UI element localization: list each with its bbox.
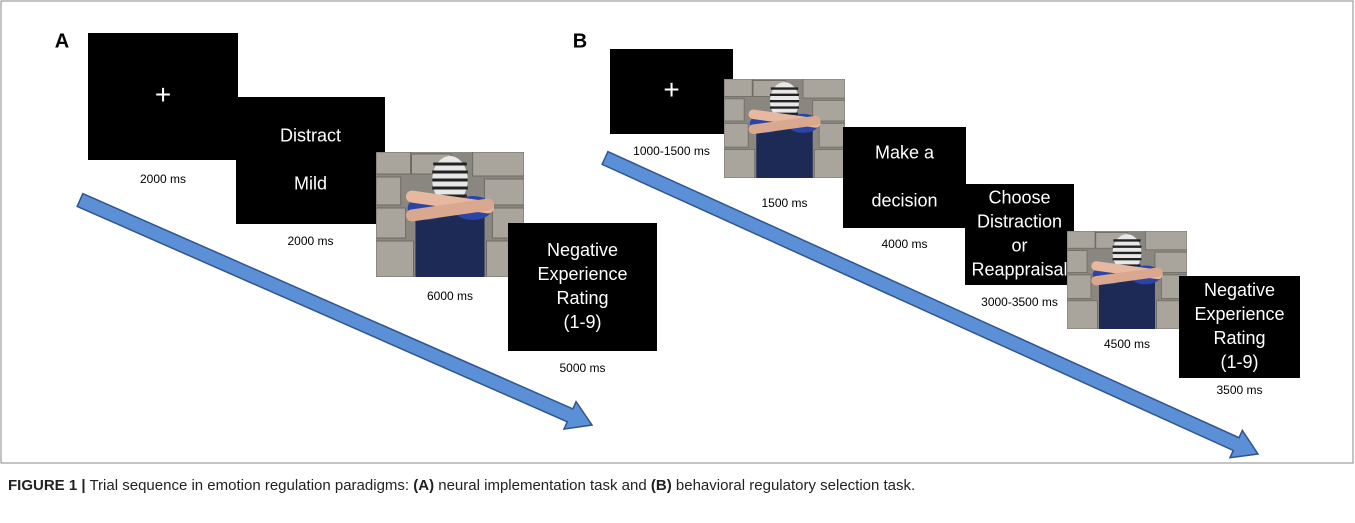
screen-text: (1-9) [563, 312, 601, 332]
caption-text: (B) [651, 477, 672, 494]
page: A +2000 ms Distract Mild 2000 ms 6000 ms Negat… [0, 0, 1355, 523]
duration: 4000 ms [881, 237, 927, 251]
caption-text: behavioral regulatory selection task. [676, 477, 915, 494]
screen-text: + [155, 79, 171, 110]
duration: 2000 ms [140, 172, 186, 186]
caption: FIGURE 1 | Trial sequence in emotion reg… [8, 477, 915, 494]
duration: 2000 ms [287, 234, 333, 248]
screen-text: Distraction [977, 211, 1062, 231]
screen-text: or [1011, 235, 1027, 255]
screen-text: Reappraisal [971, 259, 1067, 279]
screen-text: Rating [556, 288, 608, 308]
screen-text: Mild [294, 173, 327, 193]
panel-label: B [573, 30, 587, 52]
caption-text: Trial sequence in emotion regulation par… [89, 477, 409, 494]
screen-text: Distract [280, 125, 341, 145]
screen-text: Negative [547, 240, 618, 260]
caption-label: FIGURE 1 | [8, 477, 86, 494]
caption-text: neural implementation task and [438, 477, 646, 494]
screen-text: Negative [1204, 280, 1275, 300]
screen [236, 97, 385, 224]
duration: 3500 ms [1216, 383, 1262, 397]
duration: 1000-1500 ms [633, 144, 710, 158]
screen-text: Rating [1213, 328, 1265, 348]
screen-text: decision [871, 190, 937, 210]
stimulus-photo [1067, 231, 1187, 329]
duration: 4500 ms [1104, 337, 1150, 351]
screen-text: Experience [537, 264, 627, 284]
caption-text: (A) [413, 477, 434, 494]
stimulus-photo [376, 152, 524, 277]
duration: 5000 ms [559, 361, 605, 375]
screen-text: + [663, 74, 679, 105]
panel-label: A [55, 30, 69, 52]
screen-text: Experience [1194, 304, 1284, 324]
duration: 1500 ms [761, 196, 807, 210]
screen-text: Choose [988, 187, 1050, 207]
duration: 3000-3500 ms [981, 295, 1058, 309]
screen-text: (1-9) [1220, 352, 1258, 372]
stimulus-photo [724, 79, 845, 178]
figure: A +2000 ms Distract Mild 2000 ms 6000 ms Negat… [0, 0, 1355, 523]
screen-text: Make a [875, 142, 935, 162]
duration: 6000 ms [427, 289, 473, 303]
